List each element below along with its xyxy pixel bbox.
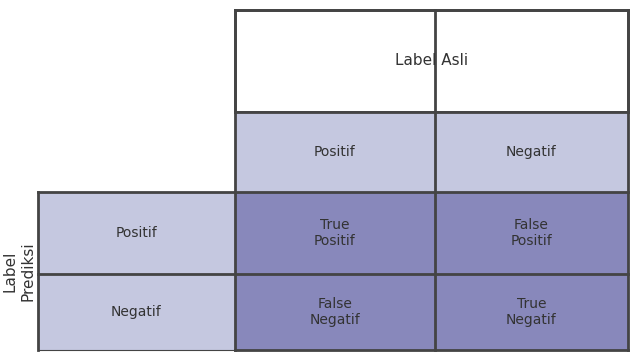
Text: False
Positif: False Positif — [510, 218, 552, 248]
Bar — [0, 192, 38, 350]
Bar — [235, 112, 435, 192]
Bar — [235, 274, 435, 350]
Bar — [435, 274, 628, 350]
Text: Negatif: Negatif — [111, 305, 162, 319]
Text: Label
Prediksi: Label Prediksi — [3, 241, 35, 301]
Bar — [0, 10, 235, 112]
Text: True
Positif: True Positif — [314, 218, 356, 248]
Bar — [435, 112, 628, 192]
Text: Negatif: Negatif — [506, 145, 557, 159]
Bar — [235, 10, 628, 112]
Text: Label Asli: Label Asli — [395, 53, 468, 68]
Text: True
Negatif: True Negatif — [506, 297, 557, 327]
Bar — [235, 192, 435, 274]
Bar — [38, 192, 235, 274]
Text: Positif: Positif — [116, 226, 157, 240]
Text: Positif: Positif — [314, 145, 356, 159]
Bar — [435, 192, 628, 274]
Text: False
Negatif: False Negatif — [309, 297, 360, 327]
Bar — [38, 274, 235, 350]
